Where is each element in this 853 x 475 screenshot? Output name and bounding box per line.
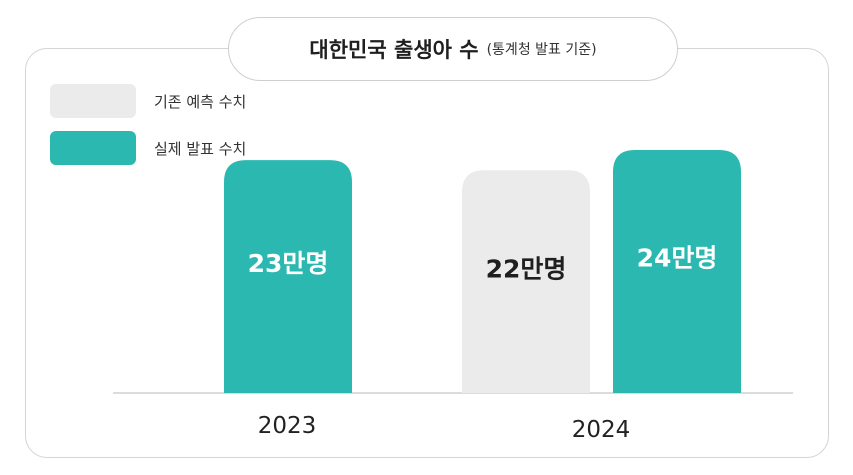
legend-label-forecast: 기존 예측 수치 xyxy=(154,92,247,111)
legend-item-forecast: 기존 예측 수치 xyxy=(50,84,246,118)
chart-subtitle: (통계청 발표 기준) xyxy=(486,42,597,58)
x-tick-label-2023: 2023 xyxy=(258,413,317,439)
bar-actual-2023 xyxy=(224,160,352,393)
x-tick-label-2024: 2024 xyxy=(572,417,631,443)
chart-title-pill: 대한민국 출생아 수 (통계청 발표 기준) xyxy=(228,17,678,81)
bar-actual-2024 xyxy=(613,150,741,393)
bar-label-forecast-2024: 22만명 xyxy=(486,254,567,283)
legend-swatch-actual xyxy=(50,131,136,165)
bar-forecast-2024 xyxy=(462,170,590,393)
legend-swatch-forecast xyxy=(50,84,136,118)
bar-label-actual-2023: 23만명 xyxy=(248,249,329,278)
chart-title: 대한민국 출생아 수 xyxy=(309,38,479,62)
bar-label-actual-2024: 24만명 xyxy=(637,243,718,272)
legend-item-actual: 실제 발표 수치 xyxy=(50,131,246,165)
legend-label-actual: 실제 발표 수치 xyxy=(154,139,247,158)
